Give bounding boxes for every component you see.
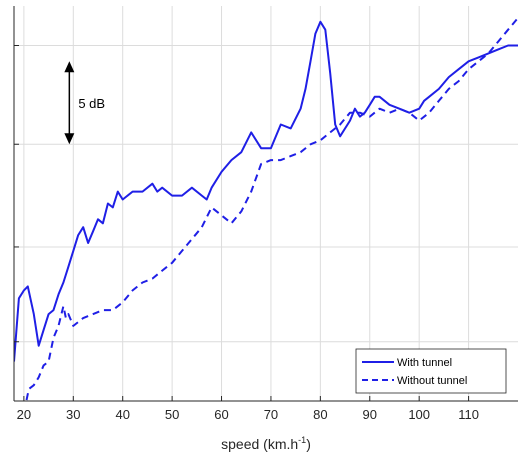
x-tick-label-40: 40 [115,407,129,422]
x-axis-label-base: speed (km.h [221,436,298,452]
annotation: 5 dB [64,61,105,145]
x-axis-label-end: ) [306,436,311,452]
legend-label-without-tunnel: Without tunnel [397,375,467,387]
x-tick-label-60: 60 [214,407,228,422]
x-tick-label-30: 30 [66,407,80,422]
x-tick-label-80: 80 [313,407,327,422]
x-tick-label-70: 70 [264,407,278,422]
x-axis-label-superscript: -1 [298,435,306,445]
legend-label-with-tunnel: With tunnel [397,357,452,369]
series-line-with-tunnel [14,20,518,362]
x-tick-label-20: 20 [17,407,31,422]
annotation-label: 5 dB [78,96,105,111]
x-axis-label: speed (km.h-1) [221,435,311,452]
series-line-without-tunnel [25,17,518,401]
arrow-head-up-icon [64,61,75,73]
axes: 20 30 40 50 60 70 80 90 100 110 [13,6,518,422]
arrow-head-down-icon [64,133,75,145]
x-tick-label-90: 90 [363,407,377,422]
legend: With tunnel Without tunnel [355,348,507,394]
x-tick-label-100: 100 [408,407,430,422]
legend-box [355,348,507,394]
grid [14,6,518,401]
series-layer [14,17,518,401]
x-tick-label-50: 50 [165,407,179,422]
x-tick-label-110: 110 [458,407,479,422]
